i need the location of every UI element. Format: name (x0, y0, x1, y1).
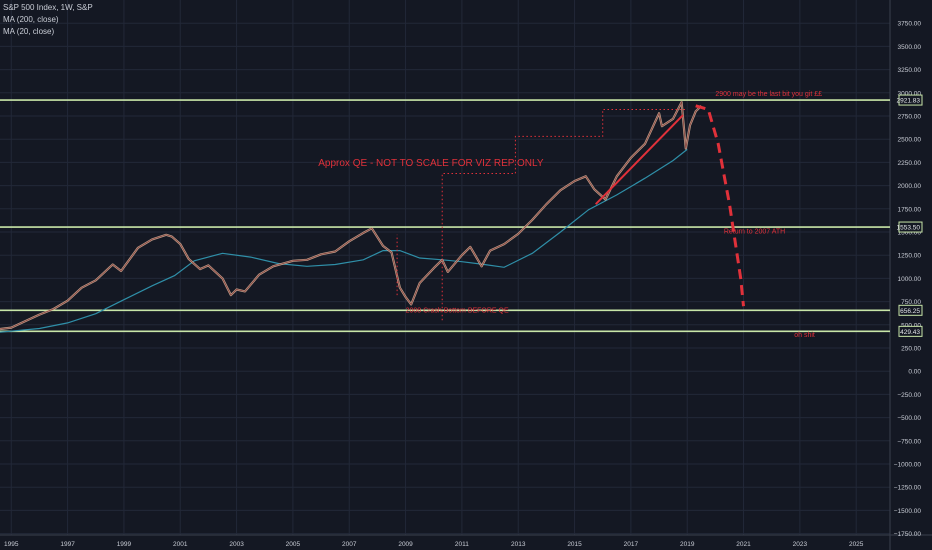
x-tick-label: 1999 (117, 541, 132, 548)
y-tick-label: 1250.00 (898, 253, 922, 260)
y-tick-label: −1000.00 (894, 462, 922, 469)
level-tag-box (898, 94, 923, 106)
y-tick-label: 3500.00 (898, 44, 922, 51)
price-line (0, 100, 703, 331)
x-tick-label: 2003 (229, 541, 244, 548)
x-tick-label: 2021 (736, 541, 751, 548)
y-tick-label: 3250.00 (898, 67, 922, 74)
y-tick-label: 0.00 (908, 369, 921, 376)
annotation-text: 2008 Crash Bottom BEFORE QE (406, 308, 509, 315)
y-tick-label: 2750.00 (898, 114, 922, 121)
y-tick-label: 1750.00 (898, 206, 922, 213)
y-tick-label: −750.00 (897, 438, 921, 445)
legend-ma20: MA (20, close) (3, 27, 55, 36)
level-tag-label: 429.43 (900, 329, 920, 336)
y-tick-label: 250.00 (901, 346, 921, 353)
x-tick-label: 2023 (793, 541, 808, 548)
y-tick-label: −1500.00 (894, 508, 922, 515)
x-tick-label: 2025 (849, 541, 864, 548)
x-tick-label: 1995 (4, 541, 19, 548)
y-tick-label: 500.00 (901, 322, 921, 329)
price-line-core (0, 100, 702, 330)
trend-line (594, 114, 684, 205)
annotation-text: oh shit (794, 332, 815, 339)
ma200-line (0, 148, 688, 333)
y-tick-label: −500.00 (897, 415, 921, 422)
x-tick-label: 2007 (342, 541, 357, 548)
x-tick-label: 2013 (511, 541, 526, 548)
y-tick-label: −1250.00 (894, 485, 922, 492)
y-tick-label: 2500.00 (898, 137, 922, 144)
level-tag-box (898, 221, 923, 233)
x-tick-label: 2019 (680, 541, 695, 548)
x-tick-label: 2005 (286, 541, 301, 548)
x-tick-label: 2001 (173, 541, 188, 548)
y-tick-label: 2000.00 (898, 183, 922, 190)
level-tag-box (898, 325, 923, 337)
legend-ma200: MA (200, close) (3, 15, 59, 24)
forecast-line (695, 104, 745, 307)
level-tag-label: 656.25 (900, 308, 920, 315)
chart-legend: S&P 500 Index, 1W, S&P MA (200, close) M… (3, 2, 93, 38)
x-tick-label: 2017 (624, 541, 639, 548)
legend-title: S&P 500 Index, 1W, S&P (3, 3, 93, 12)
annotation-text: 2900 may be the last bit you git ££ (715, 91, 822, 98)
y-tick-label: 1500.00 (898, 230, 922, 237)
annotation-text: Approx QE - NOT TO SCALE FOR VIZ REP ONL… (318, 158, 544, 169)
annotation-text: Return to 2007 ATH (724, 228, 785, 235)
y-tick-label: 2250.00 (898, 160, 922, 167)
y-tick-label: 750.00 (901, 299, 921, 306)
x-tick-label: 2009 (398, 541, 413, 548)
level-tag-label: 1553.50 (897, 225, 921, 232)
y-tick-label: 3000.00 (898, 90, 922, 97)
x-tick-label: 1997 (60, 541, 75, 548)
y-tick-label: 1000.00 (898, 276, 922, 283)
y-tick-label: −1750.00 (894, 531, 922, 538)
y-tick-label: 3750.00 (898, 21, 922, 28)
x-tick-label: 2011 (455, 541, 469, 548)
level-tag-label: 2921.83 (897, 98, 921, 105)
x-tick-label: 2015 (567, 541, 582, 548)
y-tick-label: −250.00 (897, 392, 921, 399)
qe-step-line (441, 109, 688, 321)
level-tag-box (898, 304, 923, 316)
